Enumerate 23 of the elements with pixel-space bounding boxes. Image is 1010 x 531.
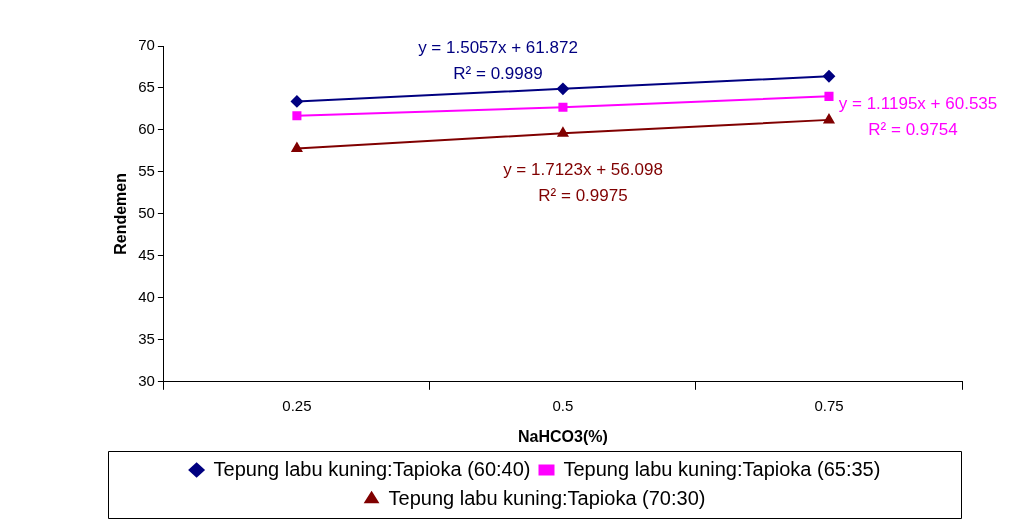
annotation: y = 1.5057x + 61.872	[418, 37, 578, 57]
y-tick-label: 65	[138, 78, 155, 96]
annotation: R² = 0.9975	[538, 185, 628, 205]
y-tick-label: 55	[138, 162, 155, 180]
x-tick-label: 0.5	[552, 396, 574, 414]
y-tick-label: 45	[138, 246, 155, 264]
y-tick-label: 70	[138, 36, 155, 54]
x-axis-title: NaHCO3(%)	[518, 427, 608, 445]
annotation: R² = 0.9754	[868, 119, 958, 139]
legend-label: Tepung labu kuning:Tapioka (70:30)	[388, 486, 706, 509]
y-tick-label: 30	[138, 371, 155, 389]
x-tick-label: 0.25	[282, 396, 312, 414]
legend-label: Tepung labu kuning:Tapioka (60:40)	[213, 457, 531, 480]
y-axis-title: Rendemen	[112, 173, 130, 255]
annotation: y = 1.1195x + 60.535	[838, 93, 998, 113]
y-tick-label: 40	[138, 287, 155, 305]
y-tick-label: 60	[138, 120, 155, 138]
x-tick-label: 0.75	[814, 396, 844, 414]
annotation: y = 1.7123x + 56.098	[503, 159, 663, 179]
y-tick-label: 50	[138, 204, 155, 222]
annotation: R² = 0.9989	[453, 63, 543, 83]
y-tick-label: 35	[138, 329, 155, 347]
legend-label: Tepung labu kuning:Tapioka (65:35)	[563, 457, 881, 480]
